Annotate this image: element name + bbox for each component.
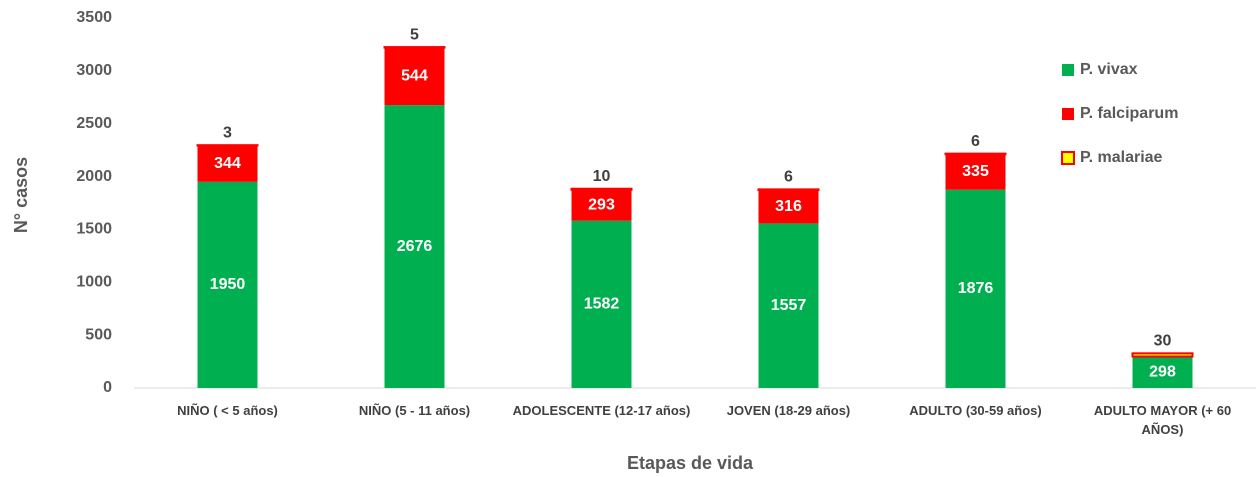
value-label: 6 <box>784 169 793 186</box>
value-label: 1876 <box>958 280 994 297</box>
x-tick-label: ADULTO MAYOR (+ 60 AÑOS) <box>1093 403 1232 437</box>
value-label: 335 <box>962 163 989 180</box>
y-tick-label: 1000 <box>76 274 112 291</box>
bar-segment <box>197 145 258 182</box>
y-axis-label: N° casos <box>11 157 31 233</box>
x-tick-label: ADOLESCENTE (12-17 años) <box>512 403 691 418</box>
bar-segment <box>384 47 445 106</box>
y-tick-label: 2000 <box>76 168 112 185</box>
x-tick-label: JOVEN (18-29 años) <box>726 403 851 418</box>
x-tick-label: ADULTO (30-59 años) <box>909 403 1042 418</box>
y-tick-label: 1500 <box>76 221 112 238</box>
value-label: 5 <box>410 26 419 43</box>
value-label: 344 <box>214 155 241 172</box>
value-label: 298 <box>1149 363 1176 380</box>
y-tick-label: 500 <box>85 326 112 343</box>
y-tick-label: 3000 <box>76 62 112 79</box>
y-tick-label: 0 <box>103 379 112 396</box>
x-axis-label: Etapas de vida <box>627 453 754 473</box>
x-tick-label: NIÑO ( < 5 años) <box>177 403 278 418</box>
bar-segment <box>757 188 820 191</box>
value-label: 316 <box>775 198 802 215</box>
value-label: 1557 <box>771 297 807 314</box>
value-label: 2676 <box>397 238 433 255</box>
y-tick-label: 3500 <box>76 9 112 26</box>
value-label: 3 <box>223 124 232 141</box>
value-label: 1950 <box>210 276 246 293</box>
bar-segment <box>758 223 819 388</box>
legend-swatch <box>1062 108 1074 120</box>
bar-segment <box>944 152 1007 156</box>
bar-segment <box>571 220 632 388</box>
legend-swatch <box>1062 64 1074 76</box>
y-tick-label: 2500 <box>76 115 112 132</box>
bar-segment <box>384 105 445 388</box>
legend-label: P. falciparum <box>1080 105 1178 122</box>
bar-segment <box>758 189 819 224</box>
value-label: 30 <box>1154 333 1172 350</box>
legend-label: P. malariae <box>1080 149 1163 166</box>
bar-segment <box>383 46 446 49</box>
bar-segment <box>1131 352 1194 358</box>
value-label: 293 <box>588 196 615 213</box>
bar-segment <box>1132 356 1193 388</box>
value-label: 6 <box>971 133 980 150</box>
bar-segment <box>945 189 1006 388</box>
bar-segment <box>571 189 632 221</box>
value-label: 544 <box>401 68 428 85</box>
bar-segment <box>570 187 633 191</box>
value-label: 10 <box>593 168 611 185</box>
legend-swatch <box>1061 151 1075 165</box>
bar-segment <box>945 154 1006 190</box>
x-tick-label: NIÑO (5 - 11 años) <box>358 403 471 418</box>
legend-label: P. vivax <box>1080 61 1138 78</box>
value-label: 1582 <box>584 296 620 313</box>
bar-segment <box>197 181 258 388</box>
